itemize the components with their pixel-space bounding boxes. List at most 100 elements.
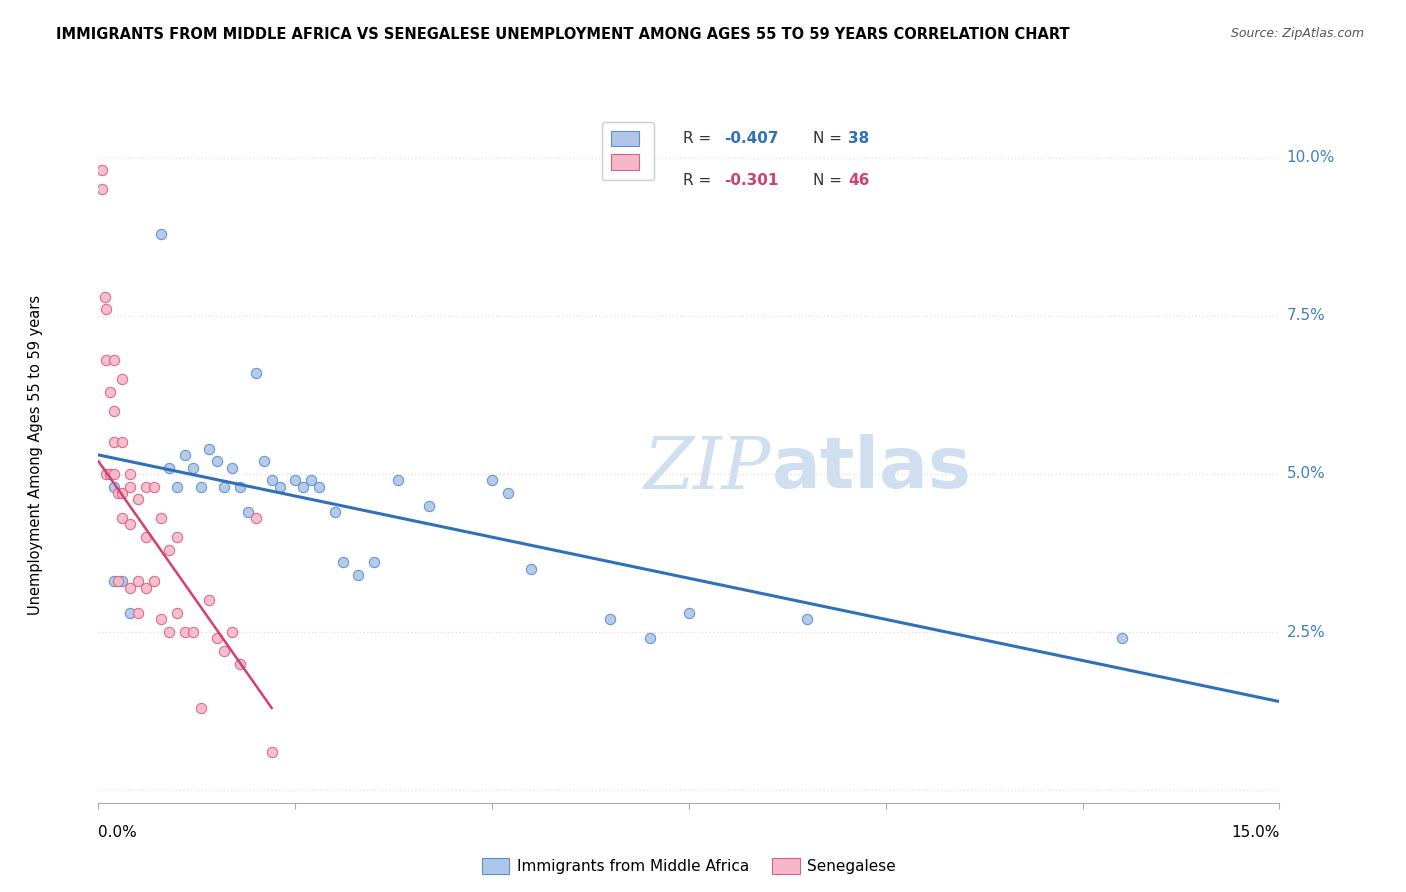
Point — [142, 574, 165, 589]
Point — [135, 479, 157, 493]
Text: 0.0%: 0.0% — [98, 825, 138, 840]
Point — [332, 556, 354, 570]
Text: -0.407: -0.407 — [724, 131, 779, 146]
Point — [323, 505, 346, 519]
Text: N =: N = — [813, 131, 846, 146]
Point — [157, 625, 180, 640]
Point — [118, 606, 141, 620]
Point — [98, 384, 121, 399]
Point — [299, 473, 322, 487]
Point — [308, 479, 330, 493]
Point — [111, 486, 134, 500]
Point — [260, 473, 283, 487]
Point — [638, 632, 661, 646]
Point — [157, 542, 180, 557]
Point — [229, 479, 252, 493]
Point — [142, 479, 165, 493]
Point — [127, 574, 149, 589]
Text: Source: ZipAtlas.com: Source: ZipAtlas.com — [1230, 27, 1364, 40]
Point — [214, 644, 236, 658]
Point — [174, 625, 197, 640]
Text: 2.5%: 2.5% — [1286, 624, 1326, 640]
Point — [150, 511, 173, 525]
Point — [103, 353, 125, 368]
Point — [111, 511, 134, 525]
Point — [103, 435, 125, 450]
Point — [245, 366, 267, 380]
Point — [111, 372, 134, 386]
Point — [418, 499, 440, 513]
Text: IMMIGRANTS FROM MIDDLE AFRICA VS SENEGALESE UNEMPLOYMENT AMONG AGES 55 TO 59 YEA: IMMIGRANTS FROM MIDDLE AFRICA VS SENEGAL… — [56, 27, 1070, 42]
Point — [96, 302, 118, 317]
Point — [127, 492, 149, 507]
Legend: Immigrants from Middle Africa, Senegalese: Immigrants from Middle Africa, Senegales… — [475, 852, 903, 880]
Text: -0.301: -0.301 — [724, 173, 779, 188]
Point — [166, 479, 188, 493]
Point — [118, 479, 141, 493]
Point — [284, 473, 307, 487]
Point — [496, 486, 519, 500]
Point — [387, 473, 409, 487]
Point — [236, 505, 259, 519]
Text: 46: 46 — [848, 173, 870, 188]
Point — [107, 486, 129, 500]
Point — [118, 581, 141, 595]
Point — [214, 479, 236, 493]
Text: ZIP: ZIP — [644, 434, 772, 504]
Point — [103, 574, 125, 589]
Point — [678, 606, 700, 620]
Point — [96, 353, 118, 368]
Point — [205, 632, 228, 646]
Point — [269, 479, 291, 493]
Point — [481, 473, 503, 487]
Point — [253, 454, 276, 468]
Point — [520, 562, 543, 576]
Text: N =: N = — [813, 173, 846, 188]
Point — [93, 290, 115, 304]
Text: 5.0%: 5.0% — [1286, 467, 1326, 482]
Text: 10.0%: 10.0% — [1286, 150, 1334, 165]
Point — [260, 745, 283, 759]
Point — [127, 606, 149, 620]
Point — [150, 227, 173, 241]
Text: R =: R = — [683, 131, 716, 146]
Point — [190, 479, 212, 493]
Point — [599, 612, 621, 626]
Point — [98, 467, 121, 481]
Text: 38: 38 — [848, 131, 870, 146]
Point — [166, 530, 188, 544]
Point — [118, 467, 141, 481]
Point — [96, 467, 118, 481]
Text: atlas: atlas — [772, 434, 972, 503]
Point — [197, 593, 219, 607]
Point — [111, 435, 134, 450]
Point — [91, 163, 114, 178]
Point — [150, 612, 173, 626]
Point — [107, 574, 129, 589]
Point — [174, 448, 197, 462]
Point — [111, 574, 134, 589]
Point — [103, 479, 125, 493]
Point — [221, 460, 243, 475]
Point — [91, 182, 114, 196]
Point — [103, 467, 125, 481]
Text: 15.0%: 15.0% — [1232, 825, 1279, 840]
Point — [796, 612, 818, 626]
Point — [181, 625, 204, 640]
Point — [181, 460, 204, 475]
Point — [135, 581, 157, 595]
Point — [118, 517, 141, 532]
Point — [103, 403, 125, 417]
Point — [347, 568, 370, 582]
Text: 7.5%: 7.5% — [1286, 309, 1326, 323]
Point — [363, 556, 385, 570]
Point — [166, 606, 188, 620]
Text: R =: R = — [683, 173, 716, 188]
Point — [157, 460, 180, 475]
Point — [190, 701, 212, 715]
Point — [1111, 632, 1133, 646]
Point — [135, 530, 157, 544]
Point — [197, 442, 219, 456]
Point — [292, 479, 315, 493]
Point — [221, 625, 243, 640]
